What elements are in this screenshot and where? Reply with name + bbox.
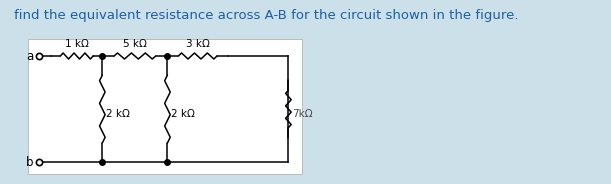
Text: a: a <box>26 49 34 63</box>
Text: 3 kΩ: 3 kΩ <box>186 39 210 49</box>
Text: b: b <box>26 155 34 169</box>
Text: find the equivalent resistance across A-B for the circuit shown in the figure.: find the equivalent resistance across A-… <box>14 9 519 22</box>
Text: 7kΩ: 7kΩ <box>292 109 313 119</box>
Text: 2 kΩ: 2 kΩ <box>171 109 195 119</box>
FancyBboxPatch shape <box>28 39 302 174</box>
Text: 1 kΩ: 1 kΩ <box>65 39 89 49</box>
Text: 2 kΩ: 2 kΩ <box>106 109 130 119</box>
Text: 5 kΩ: 5 kΩ <box>123 39 147 49</box>
